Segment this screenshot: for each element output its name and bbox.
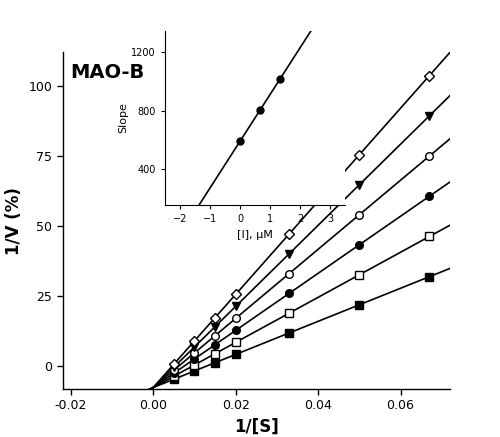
Y-axis label: 1/V (%): 1/V (%) (4, 187, 22, 255)
Y-axis label: Slope: Slope (118, 103, 128, 133)
X-axis label: 1/[S]: 1/[S] (234, 418, 278, 436)
Text: MAO-B: MAO-B (70, 62, 144, 82)
X-axis label: [I], μM: [I], μM (237, 230, 273, 240)
